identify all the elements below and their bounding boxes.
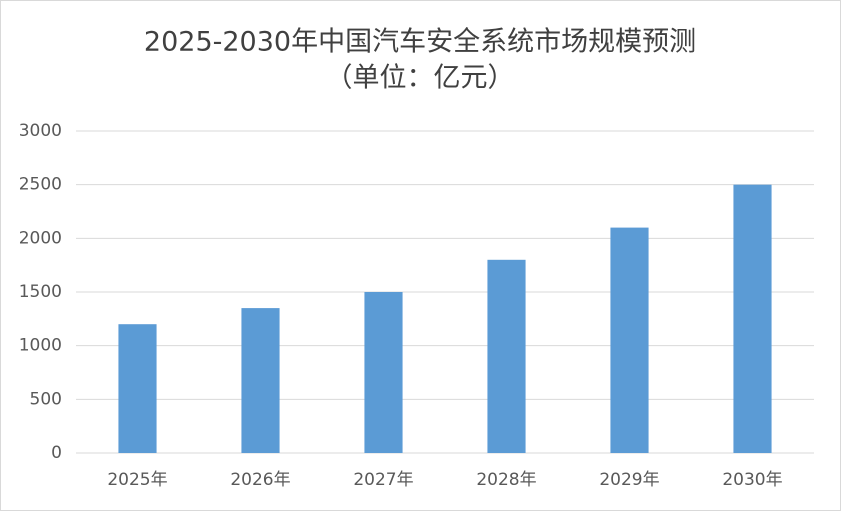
x-tick-label: 2025年 — [107, 470, 167, 490]
x-tick-label: 2027年 — [353, 470, 413, 490]
y-tick-label: 0 — [51, 443, 62, 463]
bar — [364, 292, 403, 453]
x-tick-label: 2029年 — [599, 470, 659, 490]
bar — [610, 227, 649, 453]
y-tick-label: 500 — [30, 389, 62, 409]
bar — [487, 259, 526, 453]
chart-subtitle: （单位：亿元） — [326, 63, 515, 94]
x-tick-label: 2028年 — [476, 470, 536, 490]
y-tick-label: 1000 — [19, 336, 62, 356]
x-tick-label: 2030年 — [722, 470, 782, 490]
x-tick-label: 2026年 — [230, 470, 290, 490]
y-tick-label: 3000 — [19, 121, 62, 141]
y-tick-label: 1500 — [19, 282, 62, 302]
y-tick-label: 2000 — [19, 228, 62, 248]
bar — [733, 184, 772, 453]
bar — [118, 324, 157, 453]
y-tick-label: 2500 — [19, 175, 62, 195]
chart-title: 2025-2030年中国汽车安全系统市场规模预测 — [144, 27, 696, 58]
bar — [241, 308, 280, 453]
